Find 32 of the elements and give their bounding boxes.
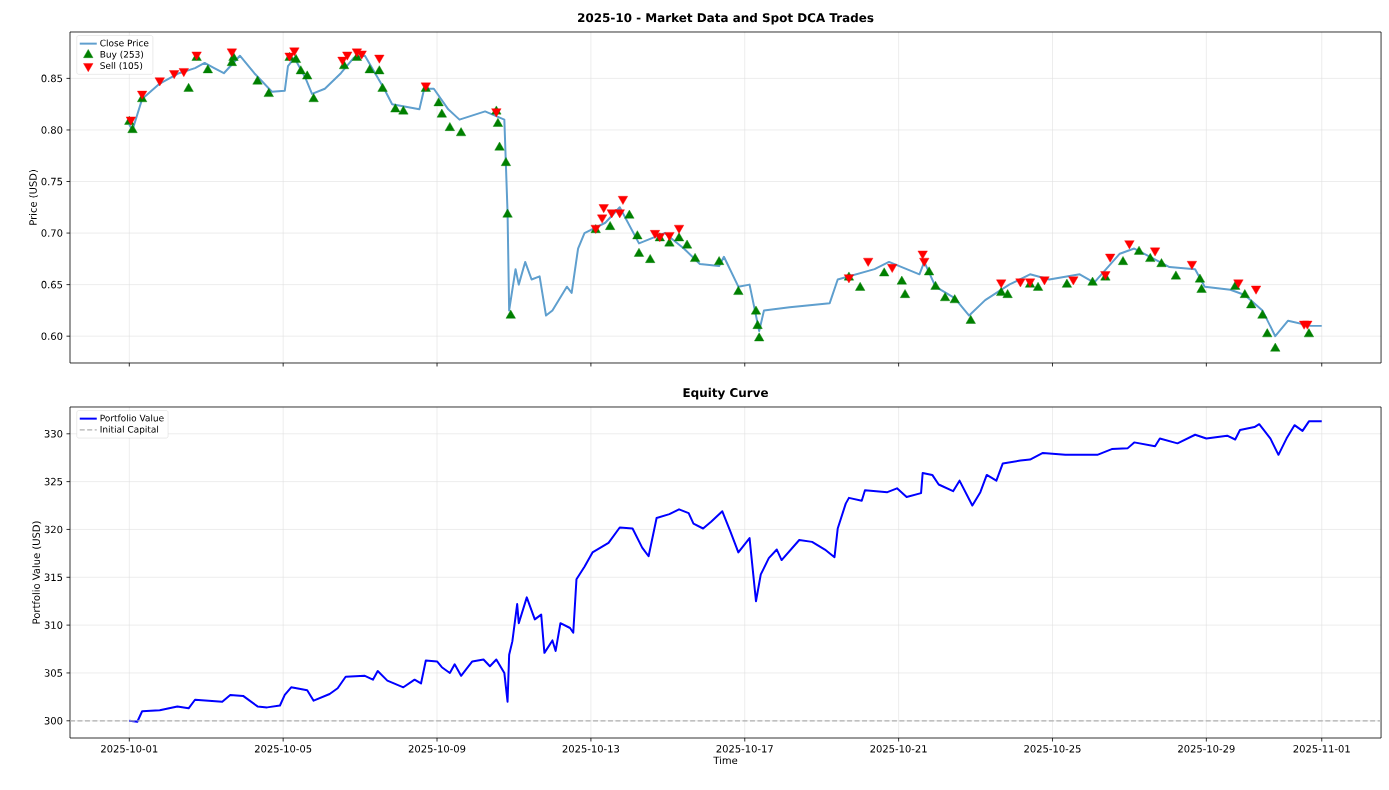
y-tick-label: 315	[44, 573, 63, 582]
x-axis-title: Time	[713, 756, 738, 765]
y-tick-label: 0.80	[41, 126, 63, 134]
x-tick-label: 2025-10-29	[1178, 745, 1235, 753]
chart-title: Equity Curve	[683, 387, 768, 400]
x-tick-label: 2025-10-25	[1024, 745, 1081, 753]
legend-label: Portfolio Value	[100, 414, 164, 422]
y-tick-label: 0.65	[41, 280, 63, 289]
x-tick-label: 2025-10-09	[408, 745, 466, 753]
y-tick-label: 320	[44, 525, 63, 534]
legend-label: Initial Capital	[100, 425, 159, 435]
x-tick-label: 2025-10-01	[101, 745, 158, 753]
x-tick-label: 2025-10-13	[562, 745, 620, 753]
legend-label: Buy (253)	[100, 50, 144, 60]
legend-label: Close Price	[100, 39, 149, 47]
y-tick-label: 325	[44, 477, 63, 486]
x-tick-label: 2025-10-21	[870, 745, 927, 753]
y-tick-label: 310	[44, 621, 63, 629]
legend-label: Sell (105)	[100, 62, 143, 71]
y-axis-title: Price (USD)	[29, 170, 38, 225]
x-tick-label: 2025-10-17	[716, 745, 773, 753]
x-tick-label: 2025-11-01	[1293, 745, 1350, 753]
y-tick-label: 0.70	[41, 229, 63, 237]
chart-title: 2025-10 - Market Data and Spot DCA Trades	[578, 12, 874, 25]
y-tick-label: 0.75	[41, 177, 63, 186]
x-tick-label: 2025-10-05	[254, 745, 312, 753]
y-axis-title: Portfolio Value (USD)	[32, 521, 42, 624]
y-tick-label: 300	[44, 717, 63, 725]
y-tick-label: 0.85	[41, 74, 63, 83]
y-tick-label: 305	[44, 669, 63, 677]
y-tick-label: 0.60	[41, 332, 63, 340]
y-tick-label: 330	[44, 430, 63, 438]
